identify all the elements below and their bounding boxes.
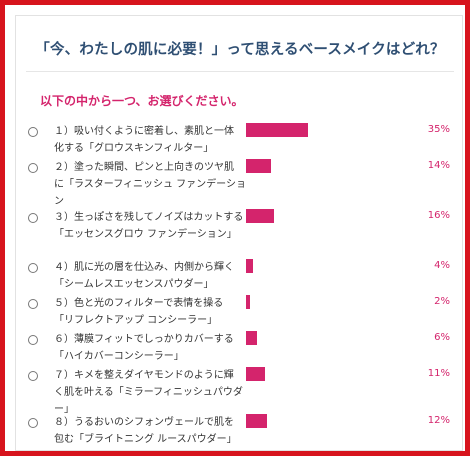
result-bar-track [246, 367, 422, 381]
result-bar [246, 259, 253, 273]
poll-option-2[interactable]: ２）塗った瞬間、ピンと上向きのツヤ肌 に「ラスターフィニッシュ ファンデーション… [16, 159, 464, 207]
divider [26, 71, 454, 72]
poll-instruction: 以下の中から一つ、お選びください。 [40, 94, 244, 108]
radio-button[interactable] [28, 127, 38, 137]
radio-button[interactable] [28, 335, 38, 345]
percent-label: 11% [427, 368, 450, 379]
result-bar-track [246, 259, 422, 273]
percent-label: 2% [434, 296, 450, 307]
poll-option-5[interactable]: ５）色と光のフィルターで表情を操る 「リフレクトアップ コンシーラー」 2% [16, 295, 464, 329]
radio-button[interactable] [28, 213, 38, 223]
result-bar [246, 414, 267, 428]
percent-label: 12% [427, 415, 450, 426]
percent-label: 4% [434, 260, 450, 271]
percent-label: 16% [427, 210, 450, 221]
percent-label: 14% [427, 160, 450, 171]
poll-option-4[interactable]: ４）肌に光の層を仕込み、内側から輝く 「シームレスエッセンスパウダー」 4% [16, 259, 464, 293]
option-label: ２）塗った瞬間、ピンと上向きのツヤ肌 に「ラスターフィニッシュ ファンデーション [54, 162, 246, 207]
result-bar-track [246, 209, 422, 223]
poll-option-3[interactable]: ３）生っぽさを残してノイズはカットする 「エッセンスグロウ ファンデーション」 … [16, 209, 464, 243]
poll-option-8[interactable]: ８）うるおいのシフォンヴェールで肌を 包む「ブライトニング ルースパウダー」 1… [16, 414, 464, 448]
radio-button[interactable] [28, 371, 38, 381]
result-bar-track [246, 123, 422, 137]
result-bar-track [246, 295, 422, 309]
result-bar [246, 331, 257, 345]
poll-option-6[interactable]: ６）薄膜フィットでしっかりカバーする 「ハイカバーコンシーラー」 6% [16, 331, 464, 365]
radio-button[interactable] [28, 299, 38, 309]
option-label: ３）生っぽさを残してノイズはカットする 「エッセンスグロウ ファンデーション」 [54, 212, 244, 240]
option-label: ６）薄膜フィットでしっかりカバーする 「ハイカバーコンシーラー」 [54, 334, 234, 362]
radio-button[interactable] [28, 418, 38, 428]
result-bar [246, 159, 271, 173]
option-label: ８）うるおいのシフォンヴェールで肌を 包む「ブライトニング ルースパウダー」 [54, 417, 237, 445]
poll-option-1[interactable]: １）吸い付くように密着し、素肌と一体 化する「グロウスキンフィルター」 35% [16, 123, 464, 157]
poll-option-7[interactable]: ７）キメを整えダイヤモンドのように輝 く肌を叶える「ミラーフィニッシュパウダー」… [16, 367, 464, 415]
result-bar [246, 209, 274, 223]
percent-label: 35% [427, 124, 450, 135]
option-label: ４）肌に光の層を仕込み、内側から輝く 「シームレスエッセンスパウダー」 [54, 262, 234, 290]
poll-panel: 「今、わたしの肌に必要！」って思えるベースメイクはどれ？ 以下の中から一つ、お選… [15, 15, 463, 451]
poll-question: 「今、わたしの肌に必要！」って思えるベースメイクはどれ？ [35, 42, 445, 58]
result-bar [246, 367, 265, 381]
option-label: １）吸い付くように密着し、素肌と一体 化する「グロウスキンフィルター」 [54, 126, 234, 154]
option-label: ５）色と光のフィルターで表情を操る 「リフレクトアップ コンシーラー」 [54, 298, 224, 326]
option-label: ７）キメを整えダイヤモンドのように輝 く肌を叶える「ミラーフィニッシュパウダー」 [54, 370, 243, 415]
radio-button[interactable] [28, 263, 38, 273]
result-bar-track [246, 414, 422, 428]
result-bar [246, 123, 308, 137]
result-bar-track [246, 159, 422, 173]
radio-button[interactable] [28, 163, 38, 173]
result-bar-track [246, 331, 422, 345]
percent-label: 6% [434, 332, 450, 343]
result-bar [246, 295, 250, 309]
